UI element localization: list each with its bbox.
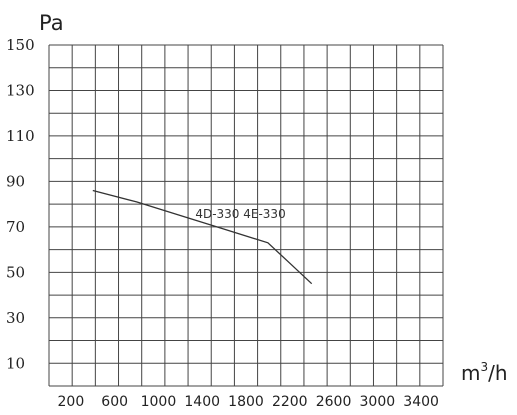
x-axis-unit-label: m3/h: [461, 360, 508, 385]
x-tick-label: 2200: [272, 394, 308, 410]
series-line: [92, 189, 313, 285]
grid: [48, 44, 444, 387]
x-axis-unit-base: m: [461, 361, 481, 385]
x-axis-unit-tail: /h: [488, 361, 508, 385]
x-tick-label: 3400: [403, 394, 439, 410]
y-tick-label: 10: [6, 354, 25, 372]
y-tick-label: 150: [6, 36, 35, 54]
x-tick-label: 1000: [141, 394, 177, 410]
y-tick-label: 30: [6, 309, 25, 327]
x-tick-label: 2600: [316, 394, 352, 410]
y-tick-label: 90: [6, 172, 25, 190]
y-tick-label: 70: [6, 218, 25, 236]
series-layer: 4D-330 4E-330: [92, 189, 313, 285]
x-tick-label: 1800: [228, 394, 264, 410]
y-tick-label: 110: [6, 127, 35, 145]
y-axis-unit-label: Pa: [39, 11, 64, 35]
x-tick-label: 3000: [360, 394, 396, 410]
series-label: 4D-330 4E-330: [195, 207, 285, 221]
x-tick-label: 1400: [184, 394, 220, 410]
x-tick-label: 600: [101, 394, 128, 410]
x-tick-labels: 200 600 1000 1400 1800 2200 2600 3000 3400: [58, 394, 439, 410]
x-axis-unit-superscript: 3: [480, 360, 489, 374]
x-tick-label: 200: [58, 394, 85, 410]
y-tick-labels: 150 130 110 90 70 50 30 10: [6, 36, 35, 372]
y-tick-label: 130: [6, 81, 35, 99]
y-tick-label: 50: [6, 263, 25, 281]
